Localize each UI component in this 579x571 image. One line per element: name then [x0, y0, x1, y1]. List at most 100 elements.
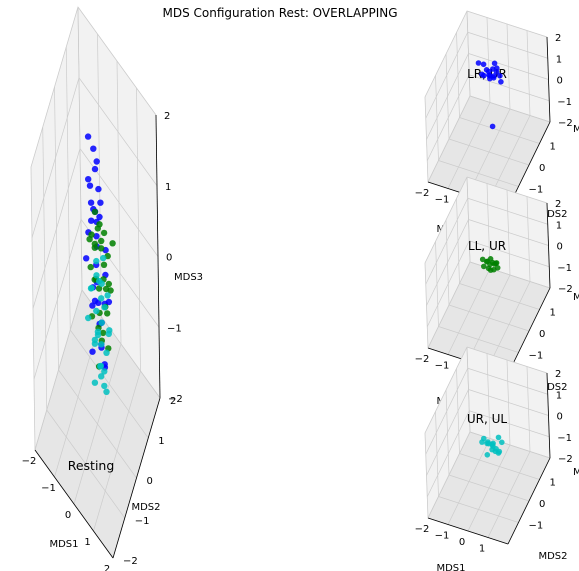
data-point-blue: [91, 165, 99, 173]
x-axis-line: [34, 449, 114, 559]
z-tick-label: 0: [557, 242, 563, 253]
z-tick-label: −2: [558, 284, 573, 295]
data-point-cyan: [499, 439, 505, 446]
grid-line: [426, 389, 469, 476]
y-axis-line: [507, 287, 551, 375]
data-point-green: [105, 280, 113, 288]
figure-title: MDS Configuration Rest: OVERLAPPING: [162, 6, 397, 20]
y-axis-label: MDS2: [538, 382, 567, 393]
data-point-green: [494, 265, 501, 271]
data-point-cyan: [479, 439, 485, 445]
data-point-blue: [89, 348, 96, 355]
y-tick-label: −2: [123, 556, 138, 567]
data-point-cyan: [87, 285, 95, 292]
grid-line: [425, 368, 469, 455]
grid-line: [459, 453, 540, 480]
grid-line: [425, 32, 469, 119]
grid-line: [456, 198, 460, 284]
data-point-cyan: [91, 340, 99, 347]
z-tick-label: 1: [556, 220, 562, 231]
grid-line: [466, 10, 471, 97]
z-tick-label: 2: [555, 33, 561, 44]
y-tick-label: −1: [529, 185, 544, 196]
x-tick-label: −1: [41, 483, 56, 494]
y-tick-label: 1: [550, 308, 556, 319]
annotation-label: Resting: [68, 458, 115, 473]
grid-line: [468, 53, 549, 80]
grid-line: [65, 46, 71, 331]
grid-line: [469, 95, 551, 123]
data-point-green: [98, 237, 105, 245]
x-tick-label: 2: [104, 564, 110, 571]
data-point-blue: [86, 182, 94, 189]
subplot-lr-ur: −2−101−101−2−1012MDS1MDS2MLR, UR: [415, 10, 579, 235]
data-point-cyan: [492, 448, 499, 455]
x-tick-label: −1: [435, 531, 450, 542]
grid-line: [136, 87, 141, 372]
data-point-blue: [475, 60, 482, 66]
y-tick-label: 0: [147, 476, 153, 487]
data-point-blue: [88, 217, 95, 224]
data-point-green: [96, 221, 103, 228]
data-point-cyan: [495, 434, 502, 441]
z-axis-line: [546, 36, 551, 123]
y-tick-label: −1: [529, 521, 544, 532]
grid-line: [426, 219, 469, 306]
y-tick-label: −1: [135, 516, 150, 527]
data-point-blue: [489, 123, 496, 130]
data-point-blue: [90, 145, 97, 152]
grid-line: [424, 176, 468, 264]
data-point-cyan: [97, 363, 104, 370]
x-tick-label: −2: [415, 524, 430, 535]
grid-line: [456, 368, 460, 454]
data-point-green: [481, 263, 487, 270]
grid-line: [466, 176, 548, 204]
data-point-green: [102, 285, 110, 293]
y-tick-label: 2: [170, 396, 176, 407]
z-tick-label: 2: [555, 199, 561, 210]
data-point-cyan: [101, 304, 108, 311]
z-tick-label: 0: [557, 412, 563, 423]
z-tick-label: 2: [164, 111, 170, 122]
data-point-cyan: [103, 388, 110, 395]
y-axis-label: MDS2: [538, 551, 567, 562]
data-point-cyan: [484, 452, 491, 458]
y-axis-line: [507, 457, 551, 545]
data-point-cyan: [85, 314, 92, 322]
grid-line: [81, 289, 161, 399]
data-point-cyan: [98, 341, 105, 348]
z-tick-label: −1: [557, 433, 572, 444]
data-point-green: [109, 240, 116, 247]
z-axis-line: [546, 202, 551, 289]
grid-line: [424, 10, 468, 98]
data-point-cyan: [96, 277, 103, 285]
grid-line: [78, 77, 158, 186]
data-point-green: [487, 255, 494, 262]
subplot-title: LL, UR: [468, 239, 506, 253]
x-tick-label: 0: [459, 537, 465, 548]
grid-line: [467, 197, 548, 225]
grid-line: [69, 329, 149, 439]
grid-line: [459, 283, 540, 310]
y-tick-label: 1: [550, 142, 556, 153]
data-point-cyan: [101, 382, 108, 390]
data-point-green: [99, 329, 107, 337]
data-point-green: [100, 261, 108, 268]
y-tick-label: −1: [529, 351, 544, 362]
data-point-blue: [96, 213, 103, 221]
data-point-blue: [84, 133, 92, 140]
data-point-cyan: [98, 373, 105, 380]
z-tick-label: 2: [555, 369, 561, 380]
data-point-green: [98, 245, 105, 252]
data-point-blue: [494, 65, 500, 71]
grid-line: [31, 77, 80, 238]
z-axis-line: [546, 372, 551, 459]
grid-line: [425, 198, 469, 285]
data-point-cyan: [100, 254, 107, 262]
data-point-green: [479, 256, 486, 263]
grid-line: [77, 6, 83, 291]
x-axis-label: MDS1: [436, 563, 465, 571]
data-point-blue: [93, 233, 100, 240]
z-tick-label: 0: [557, 76, 563, 87]
